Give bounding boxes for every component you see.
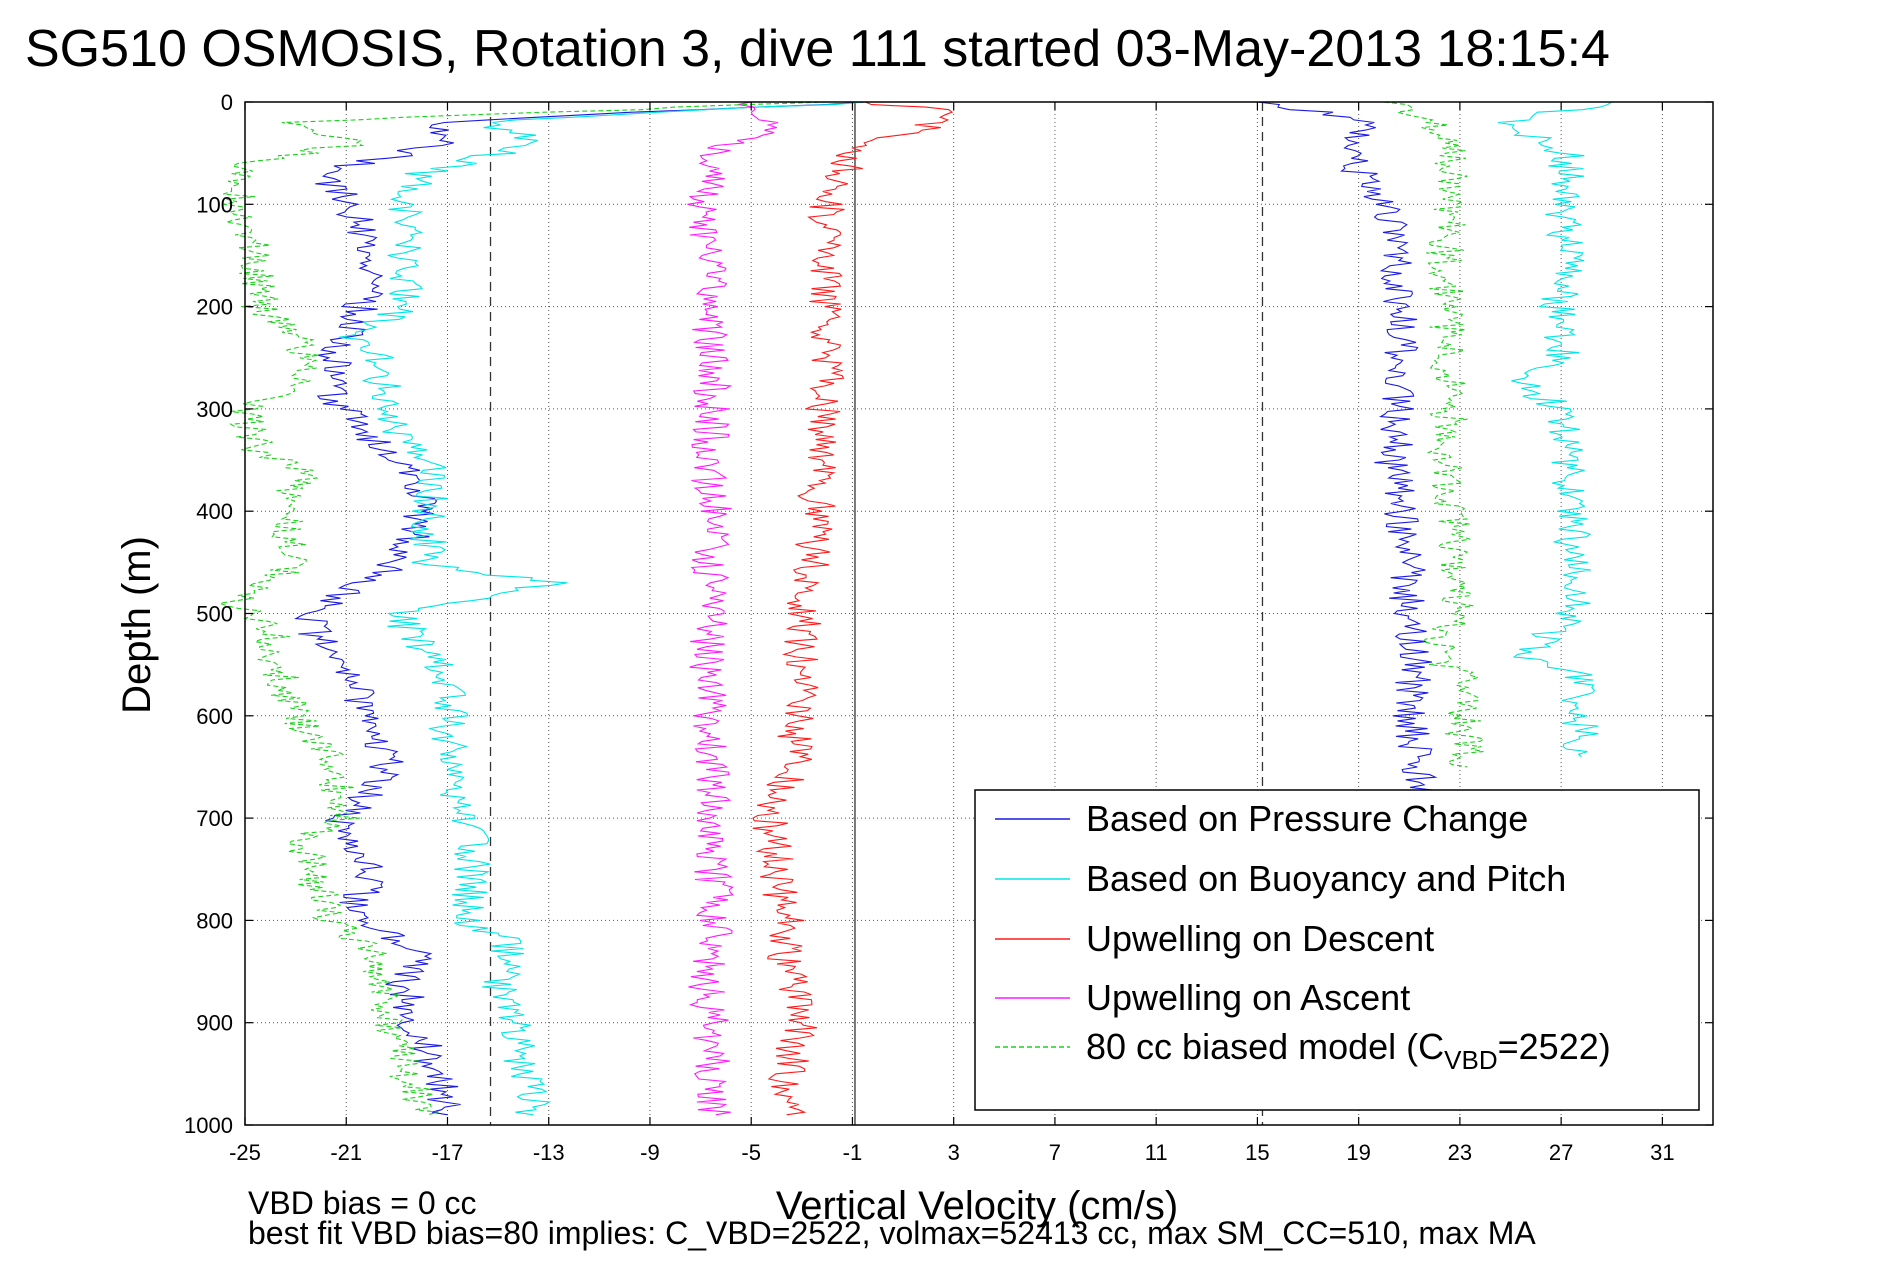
x-tick-label: 19 (1346, 1140, 1370, 1165)
x-tick-label: 27 (1549, 1140, 1573, 1165)
x-tick-label: 7 (1049, 1140, 1061, 1165)
y-tick-label: 600 (196, 704, 233, 729)
series-line (1257, 101, 1438, 799)
footer-line-2: best fit VBD bias=80 implies: C_VBD=2522… (248, 1215, 1536, 1251)
legend-label: Upwelling on Descent (1086, 918, 1434, 959)
y-axis-ticks: 0 100 200 300 400 500 600 700 800 900 1000 (184, 90, 1713, 1138)
x-tick-label: -25 (229, 1140, 261, 1165)
y-tick-label: 0 (221, 90, 233, 115)
x-tick-label: 23 (1448, 1140, 1472, 1165)
y-tick-label: 400 (196, 499, 233, 524)
x-tick-label: 31 (1650, 1140, 1674, 1165)
series-line (687, 101, 779, 1116)
y-tick-label: 300 (196, 397, 233, 422)
legend-label: Based on Pressure Change (1086, 798, 1528, 839)
series-line (294, 101, 866, 1116)
x-axis-ticks: -25 -21 -17 -13 -9 -5 -1 3 7 11 15 19 23 27 31 (229, 102, 1675, 1165)
x-tick-label: -17 (432, 1140, 464, 1165)
y-tick-label: 700 (196, 806, 233, 831)
x-tick-label: -5 (741, 1140, 761, 1165)
legend-label: 80 cc biased model (CVBD=2522) (1086, 1026, 1611, 1075)
series-line (338, 101, 866, 1116)
series-layer (217, 101, 1613, 1116)
legend-label: Upwelling on Ascent (1086, 977, 1410, 1018)
series-line (217, 101, 828, 1116)
series-line (752, 101, 954, 1116)
series-line (1383, 101, 1485, 768)
x-tick-label: -1 (843, 1140, 863, 1165)
footer-line-1: VBD bias = 0 cc (248, 1185, 477, 1221)
y-tick-label: 1000 (184, 1113, 233, 1138)
legend-box (974, 789, 1700, 1111)
x-axis-label: Vertical Velocity (cm/s) (776, 1184, 1178, 1228)
y-tick-label: 100 (196, 192, 233, 217)
legend-label-subscript: VBD (1444, 1045, 1497, 1075)
legend-label-suffix: =2522) (1498, 1026, 1611, 1067)
x-tick-label: -9 (640, 1140, 660, 1165)
x-tick-label: -21 (330, 1140, 362, 1165)
y-tick-label: 500 (196, 602, 233, 627)
y-tick-label: 900 (196, 1011, 233, 1036)
y-axis-label: Depth (m) (115, 536, 159, 714)
reference-lines (489, 102, 1264, 1125)
y-tick-label: 200 (196, 295, 233, 320)
legend-label: Based on Buoyancy and Pitch (1086, 858, 1566, 899)
legend: Based on Pressure Change Based on Buoyanc… (974, 789, 1700, 1111)
x-tick-label: 15 (1245, 1140, 1269, 1165)
x-tick-label: -13 (533, 1140, 565, 1165)
x-tick-label: 3 (948, 1140, 960, 1165)
series-line (1498, 101, 1613, 758)
chart-title: SG510 OSMOSIS, Rotation 3, dive 111 star… (25, 20, 1610, 78)
x-tick-label: 11 (1145, 1140, 1168, 1165)
y-tick-label: 800 (196, 908, 233, 933)
